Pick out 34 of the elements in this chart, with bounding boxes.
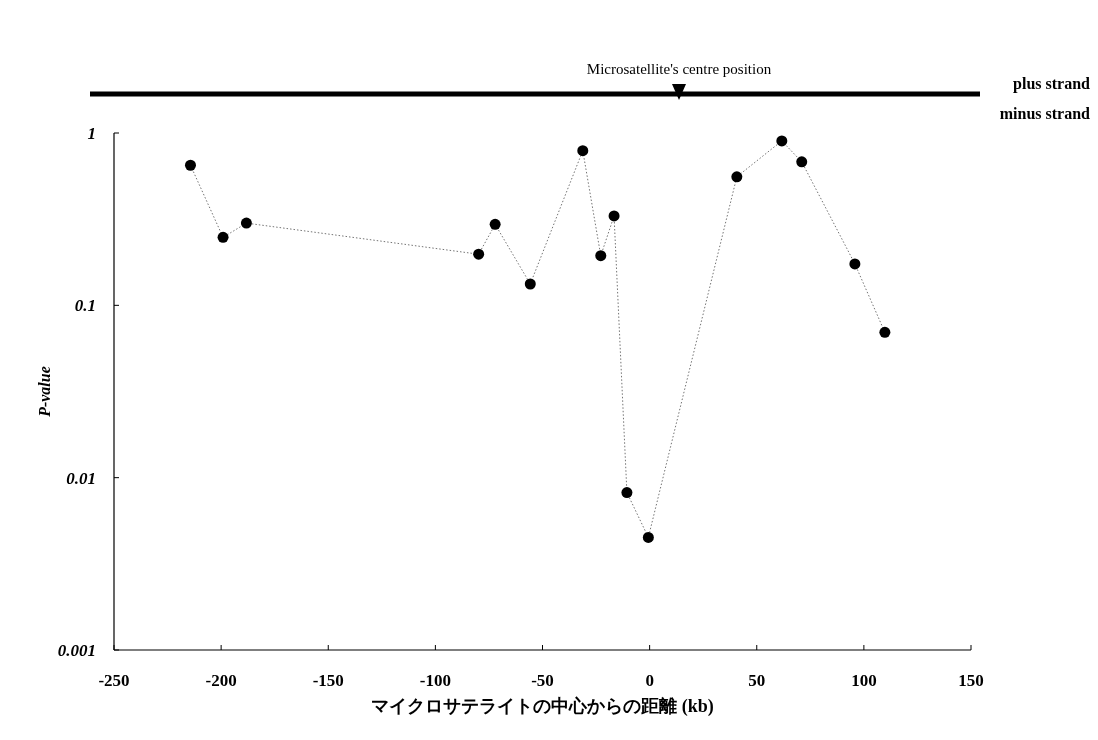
x-tick-label: -100 xyxy=(419,671,451,690)
point xyxy=(608,210,620,222)
point xyxy=(642,531,654,543)
point xyxy=(595,250,607,262)
annotation: Microsatellite's centre position xyxy=(586,61,772,77)
annotation: plus strand xyxy=(1013,75,1090,92)
point xyxy=(731,171,743,183)
x-tick-label: 100 xyxy=(851,671,877,690)
point xyxy=(240,217,252,229)
x-tick-label: -150 xyxy=(312,671,344,690)
y-axis-title: P-value xyxy=(36,366,53,418)
x-tick-label: -50 xyxy=(531,671,554,690)
y-tick-label: 0.001 xyxy=(57,641,96,660)
y-tick-label: 0.01 xyxy=(66,468,96,488)
x-axis-title: マイクロサテライトの中心からの距離 (kb) xyxy=(371,696,714,717)
y-tick-label: 1 xyxy=(87,124,96,143)
point xyxy=(621,487,633,499)
x-tick-label: 50 xyxy=(748,671,766,690)
point xyxy=(577,145,589,157)
point xyxy=(524,278,536,290)
point xyxy=(473,248,485,260)
x-tick-label: 150 xyxy=(958,671,984,690)
x-tick-label: -250 xyxy=(98,671,130,690)
point xyxy=(879,326,891,338)
point xyxy=(184,159,196,171)
x-tick-label: 0 xyxy=(645,671,654,690)
point xyxy=(796,156,808,168)
point xyxy=(776,135,788,147)
point xyxy=(849,258,861,270)
x-tick-label: -200 xyxy=(205,671,237,690)
y-tick-label: 0.1 xyxy=(74,296,96,316)
point xyxy=(489,218,501,230)
point xyxy=(217,231,229,243)
annotation: minus strand xyxy=(999,105,1090,122)
